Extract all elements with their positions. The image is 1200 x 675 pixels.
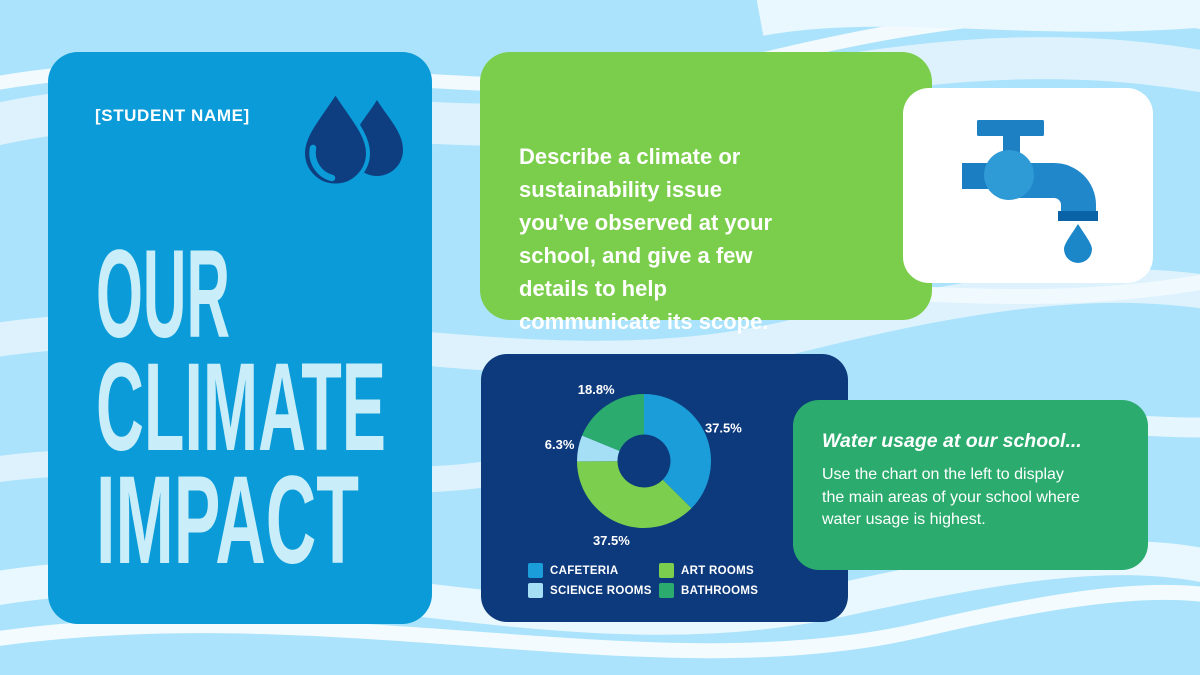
water-drops-icon	[301, 88, 403, 188]
faucet-card	[903, 88, 1153, 283]
student-name-placeholder: [STUDENT NAME]	[95, 106, 250, 125]
legend-item-art-rooms: ART ROOMS	[659, 563, 758, 578]
prompt-card: Describe a climate or sustainability iss…	[480, 52, 932, 334]
page-title: OUR CLIMATE IMPACT	[96, 225, 386, 590]
legend-swatch-art-rooms	[659, 563, 674, 578]
donut-percent-label: 37.5%	[705, 421, 742, 436]
legend-item-cafeteria: CAFETERIA	[528, 563, 659, 578]
legend-label-art-rooms: ART ROOMS	[681, 564, 754, 577]
donut-percent-label: 6.3%	[545, 437, 575, 452]
legend-label-cafeteria: CAFETERIA	[550, 564, 619, 577]
prompt-text: Describe a climate or sustainability iss…	[519, 144, 773, 334]
title-line-1: OUR	[96, 225, 230, 364]
note-title: Water usage at our school...	[822, 430, 1082, 452]
legend-item-bathrooms: BATHROOMS	[659, 583, 758, 598]
student-title-card: [STUDENT NAME] OUR CLIMATE IMPACT	[48, 52, 432, 624]
donut-slice-cafeteria	[644, 394, 711, 509]
donut-percent-label: 37.5%	[593, 533, 630, 548]
chart-legend: CAFETERIA ART ROOMS SCIENCE ROOMS BATHRO…	[528, 563, 758, 598]
title-line-2: CLIMATE	[96, 338, 386, 477]
legend-swatch-science-rooms	[528, 583, 543, 598]
title-line-3: IMPACT	[96, 451, 359, 590]
legend-swatch-bathrooms	[659, 583, 674, 598]
water-usage-note-card: Water usage at our school... Use the cha…	[793, 400, 1148, 570]
note-body: Use the chart on the left to display the…	[822, 466, 1080, 528]
water-usage-chart-card: 37.5% 37.5% 6.3% 18.8% CAFETERIA ART ROOMS …	[481, 354, 848, 622]
legend-item-science-rooms: SCIENCE ROOMS	[528, 583, 659, 598]
legend-label-bathrooms: BATHROOMS	[681, 584, 759, 597]
legend-swatch-cafeteria	[528, 563, 543, 578]
donut-slice-art-rooms	[577, 461, 692, 528]
donut-slice-bathrooms	[582, 394, 644, 451]
water-usage-donut-chart: 37.5% 37.5% 6.3% 18.8%	[545, 382, 742, 548]
faucet-icon	[962, 120, 1098, 263]
donut-percent-label: 18.8%	[578, 382, 615, 397]
legend-label-science-rooms: SCIENCE ROOMS	[550, 584, 652, 597]
donut-slice-science-rooms	[576, 435, 620, 462]
